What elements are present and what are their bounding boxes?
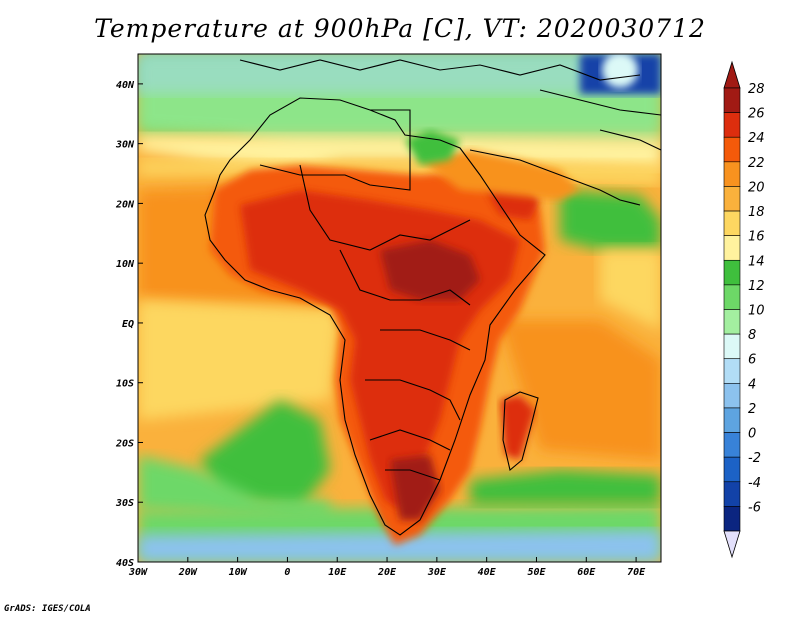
colorbar-label: 6 bbox=[748, 353, 756, 368]
temperature-field bbox=[138, 54, 661, 562]
y-tick-label: 20S bbox=[115, 438, 134, 449]
colorbar-bin bbox=[723, 432, 741, 458]
colorbar-bin bbox=[723, 259, 741, 286]
colorbar-bin bbox=[723, 136, 741, 163]
colorbar-label: -2 bbox=[748, 451, 761, 466]
colorbar-label: 14 bbox=[748, 254, 765, 269]
y-tick-label: 40S bbox=[116, 558, 134, 569]
colorbar-label: 16 bbox=[748, 230, 765, 245]
colorbar-bin bbox=[723, 112, 741, 138]
colorbar-label: 4 bbox=[748, 377, 756, 392]
x-tick-label: 50E bbox=[527, 567, 546, 578]
y-tick-label: EQ bbox=[122, 319, 134, 330]
colorbar-label: -6 bbox=[748, 500, 761, 515]
x-tick-label: 20W bbox=[178, 567, 198, 578]
y-tick-label: 20N bbox=[115, 199, 135, 210]
y-tick-label: 10S bbox=[116, 379, 134, 390]
x-tick-label: 10E bbox=[328, 567, 347, 578]
colorbar-label: 22 bbox=[748, 156, 765, 171]
colorbar-top-arrow bbox=[723, 60, 741, 89]
colorbar-bin bbox=[723, 284, 741, 310]
colorbar-bottom-arrow bbox=[723, 530, 741, 559]
x-tick-label: 60E bbox=[577, 567, 596, 578]
coastline-borders bbox=[204, 59, 661, 536]
colorbar-bin bbox=[723, 383, 741, 409]
x-tick-label: 10W bbox=[229, 567, 248, 578]
y-tick-label: 40N bbox=[116, 80, 135, 91]
colorbar-bin bbox=[723, 407, 741, 433]
x-tick-label: 40E bbox=[478, 567, 497, 578]
colorbar-label: 18 bbox=[748, 205, 765, 220]
x-tick-label: 0 bbox=[284, 567, 290, 578]
colorbar-label: 0 bbox=[748, 427, 756, 442]
grads-credit: GrADS: IGES/COLA bbox=[4, 604, 91, 614]
y-tick-label: 30N bbox=[115, 140, 135, 151]
colorbar-bin bbox=[723, 481, 741, 507]
y-tick-label: 10N bbox=[116, 259, 135, 270]
x-axis: 30W 20W 10W 0 10E 20E 30E 40E 50E 60E 70E bbox=[128, 557, 646, 578]
colorbar-bin bbox=[723, 506, 741, 532]
x-tick-label: 30E bbox=[427, 567, 447, 578]
map-title: Temperature at 900hPa [C], VT: 202003071… bbox=[94, 14, 706, 43]
colorbar-label: 8 bbox=[748, 328, 756, 343]
colorbar-bin bbox=[723, 161, 741, 187]
y-tick-label: 30S bbox=[115, 498, 134, 509]
colorbar-label: -4 bbox=[748, 476, 761, 491]
x-tick-label: 20E bbox=[377, 567, 397, 578]
colorbar-bin bbox=[723, 456, 741, 483]
colorbar-bin bbox=[723, 87, 741, 113]
x-tick-label: 70E bbox=[627, 567, 646, 578]
colorbar-label: 10 bbox=[748, 304, 765, 319]
colorbar-label: 12 bbox=[748, 279, 765, 294]
colorbar-bin bbox=[723, 358, 741, 384]
x-tick-label: 30W bbox=[128, 567, 148, 578]
colorbar-label: 2 bbox=[748, 402, 756, 417]
colorbar-bin bbox=[723, 309, 741, 335]
plot-frame bbox=[137, 53, 662, 563]
colorbar-bin bbox=[723, 210, 741, 236]
colorbar-bin bbox=[723, 333, 741, 360]
colorbar-label: 26 bbox=[748, 107, 765, 122]
colorbar-bin bbox=[723, 186, 741, 212]
y-axis: 40N 30N 20N 10N EQ 10S 20S 30S 40S bbox=[115, 80, 143, 569]
colorbar-label: 20 bbox=[748, 180, 765, 195]
colorbar-bin bbox=[723, 235, 741, 261]
colorbar-label: 24 bbox=[748, 131, 765, 146]
colorbar-label: 28 bbox=[748, 82, 765, 97]
